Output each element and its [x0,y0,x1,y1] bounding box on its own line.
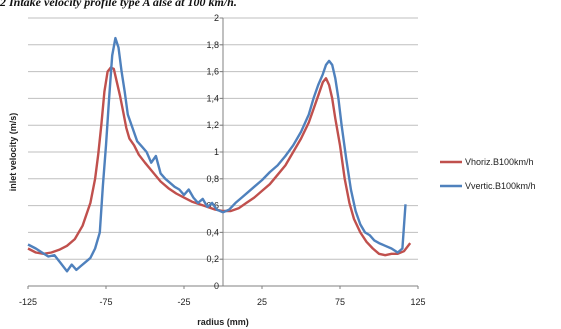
series-line-vhoriz [27,66,412,257]
legend-label: Vvertic.B100km/h [465,181,536,191]
legend: Vhoriz.B100km/h Vvertic.B100km/h [440,157,536,191]
axes [27,17,419,289]
x-axis-label: radius (mm) [197,317,249,327]
x-tick-label: 75 [335,297,345,307]
legend-label: Vhoriz.B100km/h [465,157,534,167]
x-tick-label: 125 [410,297,425,307]
series-line-vvertic [27,36,407,273]
y-tick-label: 1 [214,147,219,157]
y-tick-label: 1,2 [206,120,219,130]
y-tick-label: 0 [214,281,219,291]
y-tick-label: 1,8 [206,40,219,50]
y-tick-label: 1,6 [206,67,219,77]
y-axis-label: inlet velocity (m/s) [8,113,18,192]
x-tick-labels: -125 -75 -25 25 75 125 [19,297,426,307]
x-tick-label: -125 [19,297,37,307]
series-lines [27,36,412,273]
x-tick-label: 25 [257,297,267,307]
y-tick-label: 1,4 [206,93,219,103]
x-tick-label: -75 [99,297,112,307]
figure-caption: 2 Intake velocity profile type A alse at… [0,0,237,9]
y-tick-label: 2 [214,13,219,23]
y-tick-label: 0,2 [206,254,219,264]
y-tick-label: 0,4 [206,227,219,237]
x-tick-label: -25 [177,297,190,307]
y-tick-label: 0,8 [206,174,219,184]
